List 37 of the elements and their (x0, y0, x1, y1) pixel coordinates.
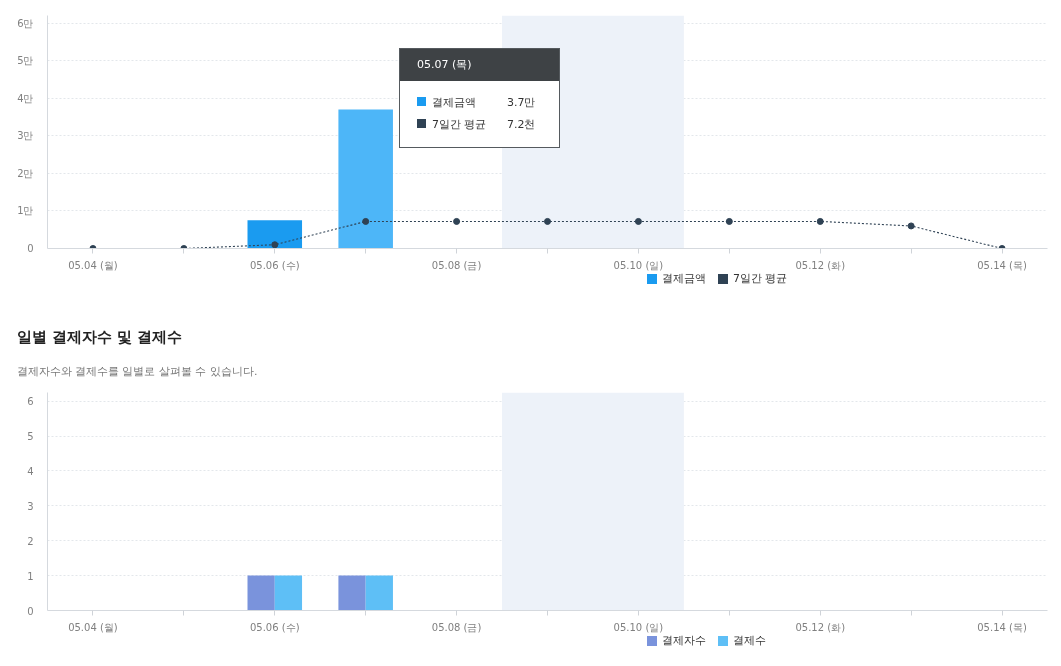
x-tick-label: 05.14 (목) (977, 621, 1027, 633)
x-tick-label: 05.04 (월) (68, 621, 118, 633)
y-tick-label: 5만 (17, 55, 34, 67)
x-tick-label: 05.08 (금) (431, 259, 482, 271)
legend-label: 결제금액 (662, 271, 706, 286)
y-tick-label: 4 (27, 465, 34, 477)
y-tick-label: 5 (27, 431, 34, 443)
x-tick-label: 05.12 (화) (795, 621, 846, 633)
y-tick-label: 6만 (17, 17, 34, 29)
annotation: 7.2천 (507, 117, 536, 133)
y-tick-label: 6 (27, 396, 34, 408)
legend-label: 결제자수 (662, 633, 706, 648)
y-tick-label: 0 (27, 605, 34, 617)
x-tick-label: 05.06 (수) (249, 259, 300, 271)
legend-label: 결제금액 (432, 96, 476, 109)
y-tick-label: 1 (27, 570, 34, 582)
y-tick-label: 3 (27, 500, 34, 512)
annotation: 3.7만 (507, 95, 536, 111)
y-tick-label: 3만 (17, 130, 34, 142)
x-tick-label: 05.06 (수) (249, 621, 300, 633)
annotation: 05.07 (목) (400, 49, 559, 81)
y-tick-label: 2만 (17, 167, 34, 179)
x-tick-label: 05.14 (목) (977, 259, 1027, 271)
y-tick-label: 2 (27, 535, 34, 547)
y-tick-label: 1만 (17, 205, 34, 217)
x-tick-label: 05.10 (일) (613, 259, 664, 271)
x-tick-label: 05.12 (화) (795, 259, 846, 271)
chart-subtitle: 결제자수와 결제수를 일별로 살펴볼 수 있습니다. (16, 364, 258, 378)
legend-label: 7일간 평균 (733, 271, 788, 286)
y-tick-label: 0 (27, 243, 34, 254)
x-tick-label: 05.08 (금) (431, 621, 482, 633)
y-tick-label: 4만 (17, 92, 34, 104)
x-tick-label: 05.10 (일) (613, 621, 664, 633)
annotation: 7일간 평균 (432, 118, 487, 131)
x-tick-label: 05.04 (월) (68, 259, 118, 271)
legend-label: 결제수 (733, 633, 766, 648)
chart-title: 일별 결제자수 및 결제수 (16, 327, 183, 346)
